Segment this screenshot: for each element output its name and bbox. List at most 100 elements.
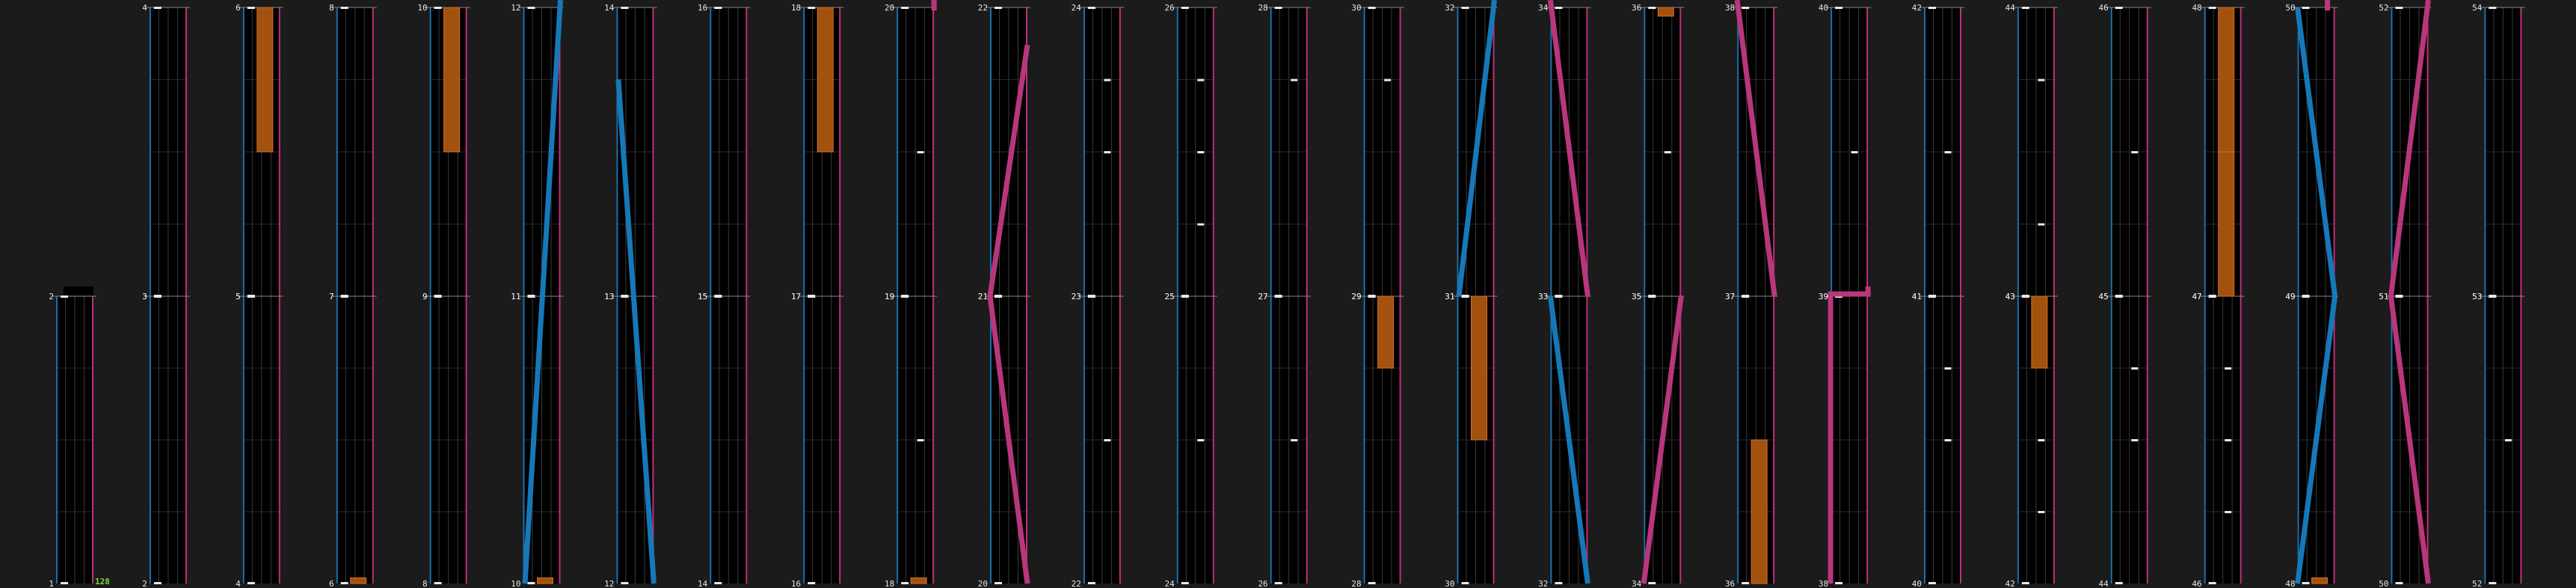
start-marker (1648, 295, 1656, 298)
column-start-label: 8 (329, 3, 334, 13)
value-tick (1197, 151, 1205, 153)
end-marker (808, 582, 816, 584)
column-start-label: 35 (1632, 292, 1641, 301)
column-end-label: 16 (791, 579, 801, 588)
column-start-label: 10 (417, 3, 427, 13)
end-marker (1928, 582, 1936, 584)
start-marker (434, 295, 442, 298)
column-end-label: 26 (1258, 579, 1267, 588)
column-end-label: 20 (978, 579, 988, 588)
column-end-label: 22 (1072, 579, 1081, 588)
end-marker (1742, 582, 1750, 584)
value-tick (2038, 79, 2045, 82)
orange-block (443, 7, 461, 153)
column-end-label: 11 (511, 292, 520, 301)
orange-block (910, 577, 927, 584)
orange-block (1750, 439, 1768, 584)
column-end-label: 41 (1912, 292, 1922, 301)
value-tick (2038, 439, 2045, 441)
value-tick (1664, 151, 1671, 153)
start-marker (1368, 295, 1376, 298)
column-start-label: 42 (1912, 3, 1922, 13)
end-marker (1835, 582, 1843, 584)
column-end-label: 7 (329, 292, 334, 301)
column-start-label: 46 (2099, 3, 2109, 13)
column-start-label: 24 (1072, 3, 1082, 13)
column-start-label: 9 (422, 292, 428, 301)
end-marker (1087, 582, 1095, 584)
column-end-label: 3 (142, 292, 147, 301)
end-marker (714, 582, 722, 584)
end-marker (153, 582, 162, 584)
end-marker (2489, 582, 2497, 584)
end-marker (1368, 582, 1376, 584)
start-marker (2115, 295, 2123, 298)
end-marker (901, 582, 909, 584)
column-start-label: 15 (698, 292, 707, 301)
magenta-trace (2388, 295, 2431, 584)
column-end-label: 53 (2472, 292, 2482, 301)
column-start-label: 32 (1445, 3, 1454, 13)
column-start-label: 29 (1351, 292, 1361, 301)
start-marker (1461, 295, 1469, 298)
value-tick (2038, 511, 2045, 513)
end-marker (995, 582, 1002, 584)
traces (522, 0, 2431, 584)
end-marker (1274, 582, 1282, 584)
start-marker (1835, 7, 1843, 9)
orange-block (537, 577, 553, 584)
start-marker (2395, 295, 2403, 298)
end-marker (2208, 582, 2216, 584)
column-start-label: 26 (1165, 3, 1175, 13)
end-marker (527, 582, 535, 584)
column-end-label: 36 (1725, 579, 1735, 588)
start-marker (434, 7, 442, 9)
value-tick (1944, 151, 1952, 153)
column-end-label: 38 (1819, 579, 1828, 588)
value-tick (2131, 439, 2139, 441)
column-end-label: 30 (1445, 579, 1454, 588)
value-tick (1944, 439, 1952, 441)
column-start-label: 22 (978, 3, 988, 13)
value-tick (1851, 151, 1858, 153)
value-tick (1384, 79, 1392, 82)
column-start-label: 51 (2379, 292, 2388, 301)
column-start-label: 33 (1538, 292, 1548, 301)
start-marker (621, 295, 629, 298)
column-end-label: 4 (236, 579, 241, 588)
column-start-label: 34 (1538, 3, 1549, 13)
column-end-label: 18 (885, 579, 894, 588)
column-start-label: 43 (2005, 292, 2015, 301)
column-start-label: 28 (1258, 3, 1267, 13)
column-end-label: 13 (604, 292, 614, 301)
column-start-label: 16 (698, 3, 707, 13)
start-marker (2208, 295, 2216, 298)
end-marker (2115, 582, 2123, 584)
start-marker (1742, 7, 1750, 9)
column-end-label: 46 (2192, 579, 2201, 588)
end-marker (247, 582, 255, 584)
value-tick (1291, 439, 1298, 441)
column-end-label: 51 (2379, 292, 2388, 301)
orange-block (1377, 295, 1395, 369)
value-tick (2225, 367, 2232, 370)
start-marker (2208, 7, 2216, 9)
column-start-label: 14 (604, 3, 615, 13)
column-end-label: 24 (1165, 579, 1175, 588)
start-marker (340, 295, 348, 298)
start-marker (901, 7, 909, 9)
start-marker (1555, 7, 1563, 9)
column-end-label: 25 (1165, 292, 1175, 301)
value-tick (1197, 439, 1205, 441)
value-tick (1197, 223, 1205, 226)
column-end-label: 12 (604, 579, 614, 588)
column-end-label: 32 (1538, 579, 1548, 588)
column-end-label: 9 (422, 292, 428, 301)
column-end-label: 6 (329, 579, 334, 588)
column-start-label: 19 (885, 292, 894, 301)
count-label: 128 (95, 577, 110, 587)
column-start-label: 7 (329, 292, 334, 301)
orange-block (2218, 7, 2235, 153)
start-marker (1087, 7, 1095, 9)
column-end-label: 44 (2099, 579, 2109, 588)
